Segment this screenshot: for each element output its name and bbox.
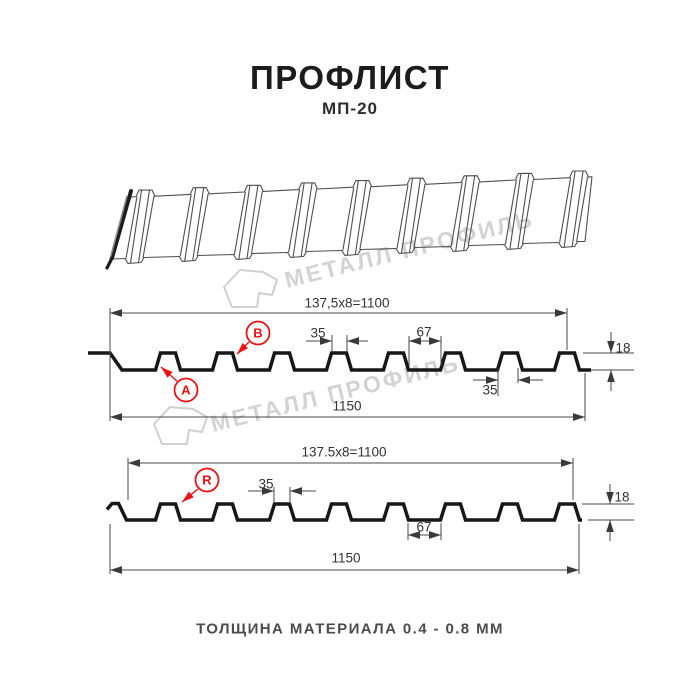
s2-valley-dimension: 67: [416, 519, 432, 535]
s1-valley-dimension: 67: [416, 324, 432, 340]
s1-rib-bottom-dimension: 35: [482, 382, 498, 398]
s1-pitch-dimension: 137,5x8=1100: [304, 295, 390, 311]
s1-height-dimension: 18: [615, 340, 631, 356]
page-title: ПРОФЛИСТ: [250, 59, 450, 96]
brand-logo-watermark: [223, 269, 278, 308]
section2-cross-section: [105, 458, 634, 574]
watermark-text: МЕТАЛЛ ПРОФИЛЬ: [208, 350, 463, 437]
s2-pitch-dimension: 137.5x8=1100: [301, 444, 387, 460]
form-b-label: B: [253, 325, 263, 341]
section1-cross-section: [88, 308, 634, 421]
material-thickness-note: ТОЛЩИНА МАТЕРИАЛА 0.4 - 0.8 ММ: [196, 620, 504, 638]
form-r-label: R: [202, 472, 212, 488]
profile-3d-drawing: [105, 170, 593, 270]
s2-height-dimension: 18: [614, 489, 630, 505]
s2-total-width-dimension: 1150: [331, 550, 361, 566]
brand-logo-watermark: [153, 406, 208, 445]
form-a-label: A: [181, 382, 191, 398]
s1-rib-top-dimension: 35: [310, 325, 326, 341]
s1-total-width-dimension: 1150: [332, 398, 362, 414]
profile-model-label: МП-20: [322, 99, 378, 118]
s2-rib-top-dimension: 35: [258, 476, 274, 492]
